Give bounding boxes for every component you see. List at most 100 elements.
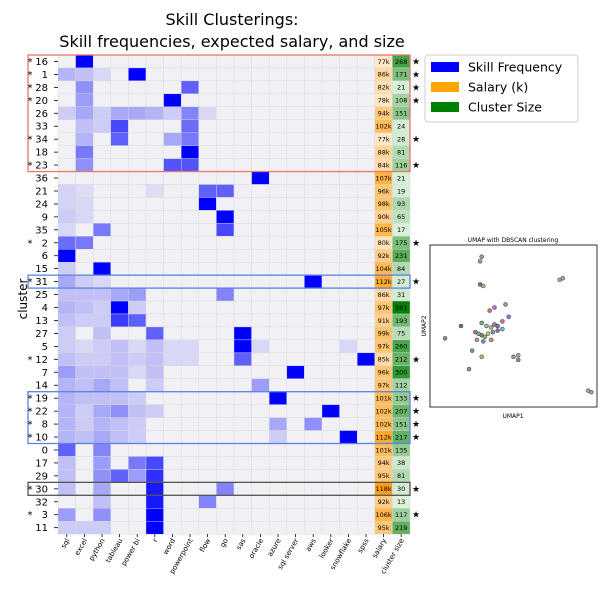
heatmap-cell bbox=[251, 158, 270, 172]
heatmap-cell bbox=[92, 93, 111, 107]
heatmap-cell bbox=[251, 521, 270, 535]
heatmap-cell bbox=[339, 521, 358, 535]
heatmap-cell bbox=[198, 456, 217, 470]
heatmap-cell bbox=[233, 417, 252, 431]
size-label: 17 bbox=[397, 226, 405, 234]
heatmap-cell bbox=[75, 391, 94, 405]
legend: Skill Frequency Salary (k) Cluster Size bbox=[424, 54, 579, 123]
scatter-point bbox=[495, 323, 500, 329]
heatmap-cell bbox=[216, 300, 235, 315]
heatmap-cell bbox=[110, 106, 129, 120]
heatmap-cell bbox=[57, 521, 76, 535]
heatmap-cell bbox=[216, 67, 235, 82]
heatmap-cell bbox=[339, 158, 358, 172]
heatmap-cell bbox=[321, 145, 340, 159]
heatmap-cell bbox=[163, 132, 182, 146]
heatmap-cell bbox=[269, 300, 288, 315]
y-axis-label: cluster bbox=[16, 279, 30, 320]
heatmap-cell bbox=[286, 482, 305, 496]
row-star: * bbox=[28, 484, 33, 495]
heatmap-cell bbox=[216, 430, 235, 444]
heatmap-cell bbox=[180, 365, 199, 379]
heatmap-cell bbox=[233, 326, 252, 341]
heatmap-cell bbox=[110, 339, 129, 354]
heatmap-cell bbox=[75, 378, 94, 392]
heatmap-cell bbox=[198, 365, 217, 379]
salary-label: 78k bbox=[378, 97, 390, 105]
heatmap-cell bbox=[304, 365, 323, 379]
y-tick-label: 17 bbox=[35, 458, 48, 469]
heatmap-cell bbox=[180, 171, 199, 185]
size-label: 81 bbox=[397, 148, 405, 156]
heatmap-cell bbox=[251, 313, 270, 328]
heatmap-cell bbox=[92, 145, 111, 159]
heatmap-cell bbox=[75, 300, 94, 315]
heatmap-cell bbox=[233, 184, 252, 198]
heatmap-cell bbox=[57, 210, 76, 224]
heatmap-cell bbox=[357, 132, 376, 146]
heatmap-cell bbox=[216, 365, 235, 379]
heatmap-cell bbox=[251, 132, 270, 146]
heatmap-cell bbox=[92, 197, 111, 211]
heatmap-cell bbox=[216, 521, 235, 535]
heatmap-cell bbox=[110, 469, 129, 483]
heatmap-cell bbox=[357, 313, 376, 328]
heatmap-cell bbox=[251, 378, 270, 392]
heatmap-cell bbox=[233, 391, 252, 405]
heatmap-cell bbox=[180, 300, 199, 315]
heatmap-cell bbox=[57, 184, 76, 198]
heatmap-cell bbox=[233, 249, 252, 263]
heatmap-cell bbox=[110, 456, 129, 470]
heatmap-cell bbox=[339, 508, 358, 522]
heatmap-cell bbox=[321, 430, 340, 444]
heatmap-cell bbox=[321, 404, 340, 418]
heatmap-cell bbox=[57, 482, 76, 496]
row-star: * bbox=[28, 277, 33, 288]
heatmap-cell bbox=[286, 236, 305, 250]
heatmap-cell bbox=[357, 339, 376, 354]
heatmap-cell bbox=[57, 274, 76, 289]
heatmap-cell bbox=[75, 430, 94, 444]
heatmap-cell bbox=[198, 249, 217, 263]
heatmap-cell bbox=[163, 171, 182, 185]
heatmap-cell bbox=[145, 521, 164, 535]
scatter-point bbox=[503, 302, 508, 307]
heatmap-cell bbox=[145, 262, 164, 276]
heatmap-cell bbox=[269, 391, 288, 405]
heatmap-cell bbox=[145, 67, 164, 82]
size-star: ★ bbox=[412, 70, 420, 80]
salary-label: 102k bbox=[376, 123, 392, 131]
scatter-point bbox=[466, 366, 472, 372]
y-tick-label: 24 bbox=[35, 199, 48, 210]
salary-label: 98k bbox=[378, 200, 390, 208]
heatmap-cell bbox=[128, 223, 147, 237]
y-tick-label: 16 bbox=[35, 57, 48, 68]
heatmap-cell bbox=[180, 184, 199, 198]
heatmap-cell bbox=[339, 80, 358, 95]
heatmap-cell bbox=[286, 456, 305, 470]
heatmap-cell bbox=[321, 339, 340, 354]
heatmap-cell bbox=[304, 443, 323, 457]
heatmap-cell bbox=[128, 197, 147, 211]
x-tick-label: python bbox=[88, 537, 107, 562]
y-tick-label: 28 bbox=[35, 83, 48, 94]
heatmap-cell bbox=[163, 391, 182, 405]
heatmap-cell bbox=[145, 93, 164, 107]
heatmap-cell bbox=[145, 171, 164, 185]
heatmap-cell bbox=[251, 352, 270, 367]
x-tick-label: spss bbox=[356, 537, 371, 555]
heatmap-cell bbox=[57, 223, 76, 237]
row-star: * bbox=[28, 57, 33, 68]
heatmap-cell bbox=[198, 326, 217, 341]
size-label: 381 bbox=[395, 304, 407, 312]
highlight-box bbox=[27, 54, 411, 173]
heatmap-cell bbox=[75, 145, 94, 159]
salary-label: 80k bbox=[378, 239, 390, 247]
size-label: 135 bbox=[395, 446, 407, 454]
heatmap-cell bbox=[216, 417, 235, 431]
size-label: 217 bbox=[395, 433, 407, 441]
legend-label: Cluster Size bbox=[468, 100, 542, 115]
heatmap-cell bbox=[286, 352, 305, 367]
heatmap-cell bbox=[357, 171, 376, 185]
heatmap-cell bbox=[304, 313, 323, 328]
